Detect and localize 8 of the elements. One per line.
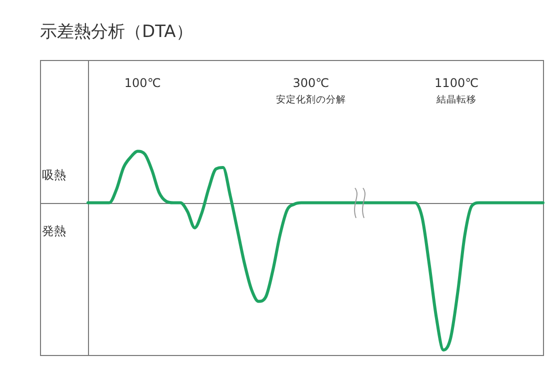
text: 発熱 <box>42 224 66 238</box>
text: 100℃ <box>124 76 161 90</box>
text: 300℃ <box>292 76 330 90</box>
text: 安定化剤の分解 <box>276 93 346 106</box>
text: 結晶転移 <box>436 93 477 106</box>
text: 1100℃ <box>434 76 479 90</box>
text: 吸熱 <box>42 168 66 182</box>
chart-title: 示差熱分析（DTA） <box>40 21 193 43</box>
